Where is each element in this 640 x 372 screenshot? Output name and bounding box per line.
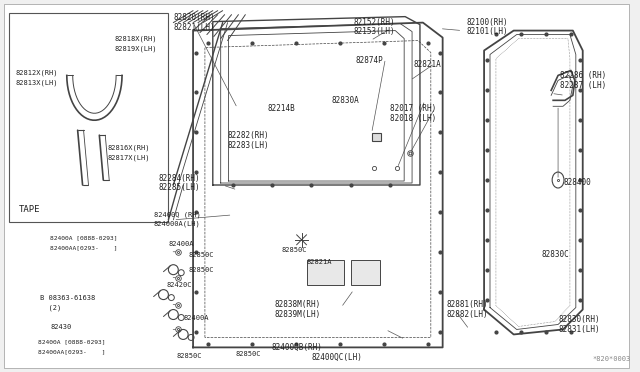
Text: 82839M(LH): 82839M(LH) — [275, 310, 321, 319]
Text: *820*0003: *820*0003 — [593, 356, 631, 362]
Text: 82153(LH): 82153(LH) — [354, 27, 396, 36]
Text: 82284(RH): 82284(RH) — [159, 173, 200, 183]
Text: 82286 (RH): 82286 (RH) — [560, 71, 606, 80]
Text: 82817X(LH): 82817X(LH) — [108, 155, 150, 161]
Text: 82830C: 82830C — [541, 250, 569, 259]
Text: 82017 (RH): 82017 (RH) — [390, 104, 436, 113]
FancyBboxPatch shape — [4, 4, 629, 368]
Text: 82400A [0888-0293]: 82400A [0888-0293] — [38, 339, 106, 344]
Text: 82850C: 82850C — [188, 267, 214, 273]
Text: 82821A: 82821A — [413, 60, 441, 69]
Text: 82830(RH): 82830(RH) — [558, 315, 600, 324]
Text: 82838M(RH): 82838M(RH) — [275, 300, 321, 309]
Text: 82400A: 82400A — [168, 241, 194, 247]
Text: 824000A(LH): 824000A(LH) — [154, 221, 200, 227]
Text: 82018 (LH): 82018 (LH) — [390, 114, 436, 123]
Text: 82400QB(RH): 82400QB(RH) — [272, 343, 323, 352]
Text: 82816X(RH): 82816X(RH) — [108, 145, 150, 151]
Text: 82850C: 82850C — [188, 252, 214, 258]
Text: 82821A: 82821A — [307, 259, 332, 265]
Text: 82820(RH): 82820(RH) — [173, 13, 215, 22]
FancyBboxPatch shape — [8, 13, 168, 222]
Text: 82287 (LH): 82287 (LH) — [560, 81, 606, 90]
Bar — [307, 260, 344, 285]
Text: 82850C: 82850C — [236, 352, 261, 357]
Bar — [372, 133, 381, 141]
Text: 82400AA[0293-    ]: 82400AA[0293- ] — [50, 245, 118, 250]
Text: 82214B: 82214B — [267, 104, 295, 113]
Text: 82818X(RH): 82818X(RH) — [114, 35, 157, 42]
Text: 82283(LH): 82283(LH) — [228, 141, 269, 150]
Text: 82821(LH): 82821(LH) — [173, 23, 215, 32]
Text: 82282(RH): 82282(RH) — [228, 131, 269, 140]
Text: 82830A: 82830A — [331, 96, 359, 105]
Text: 82100(RH): 82100(RH) — [467, 18, 508, 27]
Text: 82400A [0888-0293]: 82400A [0888-0293] — [50, 235, 118, 240]
Text: 82400A: 82400A — [183, 314, 209, 321]
Text: 82285(LH): 82285(LH) — [159, 183, 200, 192]
Text: 82819X(LH): 82819X(LH) — [114, 45, 157, 52]
Text: 82420C: 82420C — [166, 282, 192, 288]
Text: 828400: 828400 — [563, 177, 591, 186]
Text: 82430: 82430 — [50, 324, 71, 330]
Text: 82813X(LH): 82813X(LH) — [15, 79, 58, 86]
Text: 82850C: 82850C — [282, 247, 307, 253]
Text: 82400AA[0293-    ]: 82400AA[0293- ] — [38, 349, 106, 354]
Text: 82400Q (RH): 82400Q (RH) — [154, 212, 200, 218]
Text: 82831(LH): 82831(LH) — [558, 325, 600, 334]
Text: TAPE: TAPE — [19, 205, 40, 214]
Text: 82874P: 82874P — [356, 56, 383, 65]
Text: B 08363-61638: B 08363-61638 — [40, 295, 95, 301]
Text: 82881(RH): 82881(RH) — [447, 300, 488, 309]
Text: 82400QC(LH): 82400QC(LH) — [312, 353, 362, 362]
Text: (2): (2) — [40, 304, 61, 311]
Bar — [351, 260, 381, 285]
Text: 82882(LH): 82882(LH) — [447, 310, 488, 319]
Text: 82850C: 82850C — [176, 353, 202, 359]
Text: 82152(RH): 82152(RH) — [354, 18, 396, 27]
Text: 82101(LH): 82101(LH) — [467, 27, 508, 36]
Text: 82812X(RH): 82812X(RH) — [15, 69, 58, 76]
